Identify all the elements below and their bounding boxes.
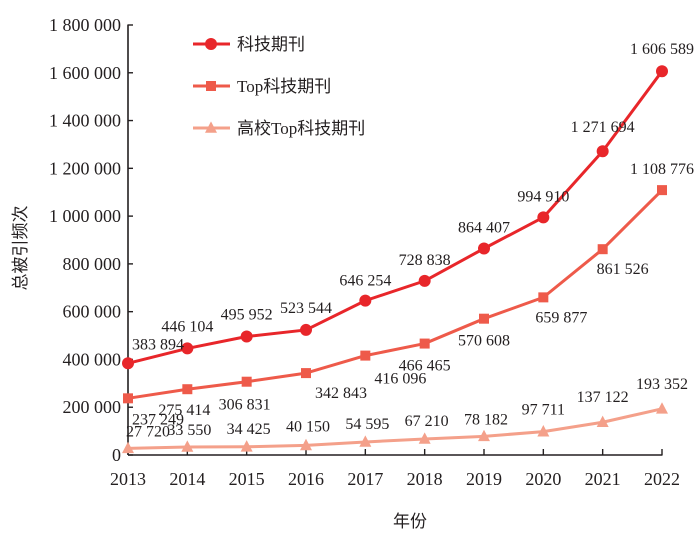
square-marker xyxy=(301,368,311,379)
data-label: 861 526 xyxy=(597,261,649,278)
data-label: 466 465 xyxy=(399,358,451,375)
circle-marker xyxy=(656,65,668,78)
x-tick-label: 2019 xyxy=(466,469,502,489)
circle-marker xyxy=(300,323,312,336)
triangle-marker xyxy=(596,415,609,428)
y-tick-label: 1 200 000 xyxy=(49,158,121,178)
series-line xyxy=(127,70,664,365)
x-tick-label: 2013 xyxy=(110,469,146,489)
data-label: 383 894 xyxy=(132,336,184,353)
data-label: 54 595 xyxy=(345,416,389,433)
data-label: 33 550 xyxy=(167,422,211,439)
data-label: 523 544 xyxy=(280,300,332,317)
square-marker xyxy=(657,185,667,196)
data-label: 864 407 xyxy=(458,220,510,237)
data-label: 137 122 xyxy=(577,389,629,406)
circle-marker xyxy=(181,342,194,355)
x-tick-label: 2021 xyxy=(585,469,621,489)
data-label: 1 108 776 xyxy=(630,161,694,178)
x-tick-label: 2014 xyxy=(169,469,205,489)
square-marker xyxy=(479,313,489,324)
y-tick-label: 0 xyxy=(112,445,121,465)
triangle-marker xyxy=(181,440,194,452)
data-label: 728 838 xyxy=(399,252,451,269)
data-label: 67 210 xyxy=(405,413,449,430)
square-marker xyxy=(123,393,133,404)
triangle-marker xyxy=(656,402,668,414)
square-marker xyxy=(241,376,252,387)
x-tick-label: 2018 xyxy=(407,469,443,489)
data-label: 40 150 xyxy=(286,418,330,435)
data-label: 193 352 xyxy=(636,376,688,393)
data-label: 1 606 589 xyxy=(630,41,694,58)
data-label: 275 414 xyxy=(158,402,210,419)
series-line xyxy=(127,407,663,450)
axes: 0 200 000 400 000 600 000 800 000 1 000 000 1 … xyxy=(49,15,680,489)
data-label: 78 182 xyxy=(464,411,508,428)
square-marker xyxy=(206,81,216,91)
y-tick-label: 1 600 000 xyxy=(49,63,121,83)
data-label: 34 425 xyxy=(227,421,271,438)
triangle-marker xyxy=(205,121,217,133)
data-label: 570 608 xyxy=(458,333,510,350)
data-label: 237 249 xyxy=(132,411,184,428)
data-label: 495 952 xyxy=(221,307,273,324)
data-label: 27 720 xyxy=(126,423,170,440)
square-marker xyxy=(360,350,371,361)
square-marker xyxy=(182,384,193,395)
triangle-marker xyxy=(418,432,431,444)
y-tick-label: 1 400 000 xyxy=(49,111,121,131)
circle-marker xyxy=(478,242,490,255)
data-label: 306 831 xyxy=(219,397,271,414)
circle-marker xyxy=(537,211,550,224)
y-tick-label: 400 000 xyxy=(63,349,122,369)
data-label: 646 254 xyxy=(339,273,391,290)
circle-marker xyxy=(240,330,253,343)
x-tick-label: 2015 xyxy=(229,469,265,489)
data-label: 994 910 xyxy=(517,188,569,205)
circle-marker xyxy=(359,294,372,307)
data-label: 659 877 xyxy=(535,309,587,326)
legend-label: 科技期刊 xyxy=(237,35,305,54)
circle-marker xyxy=(596,145,609,158)
y-tick-label: 200 000 xyxy=(63,397,122,417)
data-label: 342 843 xyxy=(315,385,367,402)
triangle-marker xyxy=(359,435,372,447)
x-tick-label: 2020 xyxy=(525,469,561,489)
legend-label: 高校Top科技期刊 xyxy=(237,119,365,138)
circle-marker xyxy=(122,357,134,370)
circle-marker xyxy=(205,38,217,50)
y-tick-label: 600 000 xyxy=(63,302,122,322)
data-label: 97 711 xyxy=(522,402,565,419)
data-label: 1 271 694 xyxy=(571,119,635,136)
x-tick-label: 2017 xyxy=(347,469,383,489)
square-marker xyxy=(419,338,430,349)
x-axis-title: 年份 xyxy=(393,512,427,531)
y-axis-title: 总被引频次 xyxy=(11,206,30,291)
circle-marker xyxy=(418,274,431,287)
triangle-marker xyxy=(240,440,253,452)
square-marker xyxy=(538,292,549,303)
x-tick-label: 2022 xyxy=(644,469,680,489)
series-group xyxy=(122,65,668,454)
y-tick-label: 800 000 xyxy=(63,254,122,274)
triangle-marker xyxy=(478,429,490,442)
y-tick-label: 1 000 000 xyxy=(49,206,121,226)
triangle-marker xyxy=(300,438,312,451)
series-line xyxy=(127,189,664,400)
triangle-marker xyxy=(537,425,550,437)
x-tick-label: 2016 xyxy=(288,469,324,489)
data-label: 446 104 xyxy=(161,318,213,335)
data-label: 416 096 xyxy=(374,371,426,388)
legend-label: Top科技期刊 xyxy=(237,77,331,96)
triangle-marker xyxy=(122,441,134,454)
y-tick-label: 1 800 000 xyxy=(49,15,121,35)
square-marker xyxy=(597,244,608,255)
